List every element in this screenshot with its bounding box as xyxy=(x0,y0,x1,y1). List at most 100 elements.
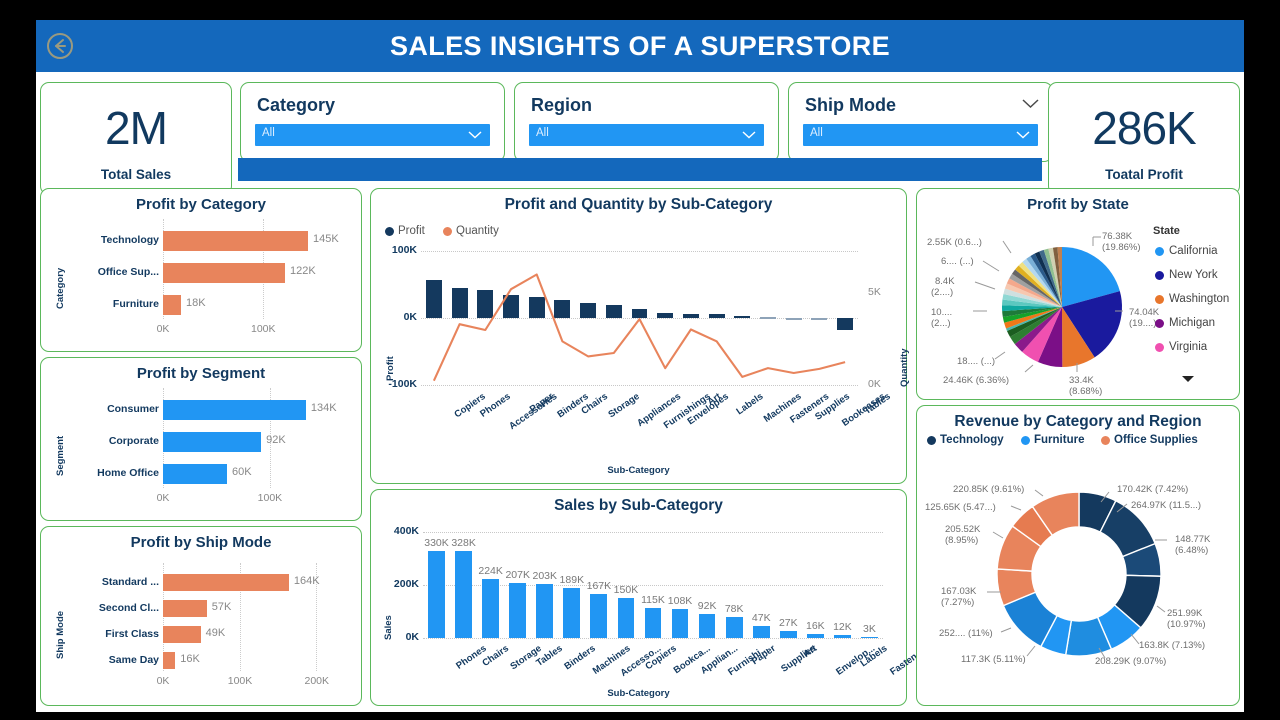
bar[interactable] xyxy=(734,315,751,318)
pie-slice[interactable] xyxy=(1026,255,1062,307)
bar[interactable] xyxy=(617,598,635,638)
bar[interactable] xyxy=(806,633,824,638)
bar[interactable] xyxy=(554,299,571,318)
pie-slice[interactable] xyxy=(1002,299,1062,307)
chart-profit-by-segment[interactable]: Profit by Segment Segment 0K 100K Consumer… xyxy=(40,357,362,521)
bar[interactable] xyxy=(163,263,285,283)
bar[interactable] xyxy=(428,550,445,638)
chevron-down-icon[interactable] xyxy=(742,131,756,139)
pie-slice[interactable] xyxy=(1002,307,1062,323)
bar[interactable] xyxy=(631,309,648,318)
legend-item-quantity[interactable]: Quantity xyxy=(443,225,499,237)
slicer-ship-mode-dropdown[interactable]: All xyxy=(803,124,1038,146)
pie-slices[interactable] xyxy=(917,189,1241,401)
pie-slice[interactable] xyxy=(1052,247,1062,307)
bar[interactable] xyxy=(163,600,207,617)
bar[interactable] xyxy=(779,630,797,638)
back-arrow-circle-icon[interactable] xyxy=(46,32,74,60)
slicer-category[interactable]: Category All xyxy=(240,82,505,162)
bar[interactable] xyxy=(671,609,689,638)
legend-item-office-supplies[interactable]: Office Supplies xyxy=(1101,434,1198,446)
pie-slice[interactable] xyxy=(1002,293,1062,307)
slicer-region[interactable]: Region All xyxy=(514,82,779,162)
pie-slice[interactable] xyxy=(1002,307,1062,317)
bar[interactable] xyxy=(451,287,468,318)
legend-item-furniture[interactable]: Furniture xyxy=(1021,434,1084,446)
bar[interactable] xyxy=(725,617,743,638)
bar[interactable] xyxy=(477,289,494,318)
pie-slice[interactable] xyxy=(1001,305,1062,312)
bar[interactable] xyxy=(503,295,519,318)
bar[interactable] xyxy=(698,613,716,638)
bar[interactable] xyxy=(536,584,554,638)
slicer-expand-chevron-down-icon[interactable] xyxy=(1022,99,1039,109)
bar[interactable] xyxy=(682,313,699,318)
pie-slice[interactable] xyxy=(1048,247,1062,307)
pie-slice[interactable] xyxy=(1012,269,1062,307)
pie-slice[interactable] xyxy=(1062,247,1120,307)
bar[interactable] xyxy=(455,551,472,638)
donut-slice[interactable] xyxy=(1031,491,1080,537)
pie-slice[interactable] xyxy=(1009,273,1062,307)
pie-slice[interactable] xyxy=(1006,278,1062,307)
chart-profit-by-category[interactable]: Profit by Category Category 0K 100K Techno… xyxy=(40,188,362,352)
legend-item-washington[interactable]: Washington xyxy=(1155,293,1229,305)
pie-slice[interactable] xyxy=(1004,307,1062,329)
pie-slice[interactable] xyxy=(1004,283,1062,307)
chart-sales-by-sub-category[interactable]: Sales by Sub-Category Sales Sub-Category… xyxy=(370,489,932,706)
legend-item-new-york[interactable]: New York xyxy=(1155,269,1218,281)
bar[interactable] xyxy=(708,313,725,318)
chart-revenue-by-category-and-region[interactable]: Revenue by Category and Region Technolog… xyxy=(916,405,1240,706)
bar[interactable] xyxy=(760,317,776,320)
bar[interactable] xyxy=(811,318,828,321)
donut-slices[interactable] xyxy=(917,406,1241,707)
pie-slice[interactable] xyxy=(1003,288,1062,307)
bar[interactable] xyxy=(163,432,262,452)
bar[interactable] xyxy=(509,583,527,638)
pie-slice[interactable] xyxy=(1030,253,1062,307)
bar[interactable] xyxy=(837,318,854,331)
bar[interactable] xyxy=(785,318,802,320)
bar[interactable] xyxy=(605,305,622,318)
bar[interactable] xyxy=(590,593,608,638)
chart-profit-by-ship-mode[interactable]: Profit by Ship Mode Ship Mode 0K 100K 200K… xyxy=(40,526,362,706)
bar[interactable] xyxy=(163,626,201,643)
bar[interactable] xyxy=(644,607,662,638)
bar[interactable] xyxy=(580,303,597,318)
bar[interactable] xyxy=(834,634,851,638)
pie-slice[interactable] xyxy=(1034,251,1062,307)
chart-profit-and-quantity-by-sub-category[interactable]: Profit and Quantity by Sub-Category Prof… xyxy=(370,188,910,484)
legend-expand-chevron-down-icon[interactable] xyxy=(1181,375,1195,383)
pie-slice[interactable] xyxy=(1043,248,1062,307)
pie-slice[interactable] xyxy=(1039,249,1062,307)
bar[interactable] xyxy=(482,578,500,638)
legend-item-virginia[interactable]: Virginia xyxy=(1155,341,1207,353)
pie-slice[interactable] xyxy=(1015,265,1062,307)
pie-slice[interactable] xyxy=(1022,307,1062,362)
bar[interactable] xyxy=(163,295,181,315)
legend-item-profit[interactable]: Profit xyxy=(385,225,425,237)
legend-item-technology[interactable]: Technology xyxy=(927,434,1004,446)
pie-slice[interactable] xyxy=(1006,307,1062,337)
chevron-down-icon[interactable] xyxy=(1016,131,1030,139)
bar[interactable] xyxy=(163,574,289,591)
legend-item-california[interactable]: California xyxy=(1155,245,1218,257)
pie-slice[interactable] xyxy=(1037,307,1063,368)
pie-slice[interactable] xyxy=(1014,307,1062,352)
pie-slice[interactable] xyxy=(1006,307,1062,331)
bar[interactable] xyxy=(861,636,878,638)
legend-item-michigan[interactable]: Michigan xyxy=(1155,317,1215,329)
bar[interactable] xyxy=(528,297,545,318)
bar[interactable] xyxy=(163,400,306,420)
bar[interactable] xyxy=(163,464,227,484)
bar[interactable] xyxy=(163,231,308,251)
slicer-category-dropdown[interactable]: All xyxy=(255,124,490,146)
pie-slice[interactable] xyxy=(1018,261,1062,307)
bar[interactable] xyxy=(425,280,442,318)
chevron-down-icon[interactable] xyxy=(468,131,482,139)
bar[interactable] xyxy=(752,625,770,638)
pie-slice[interactable] xyxy=(1057,247,1062,307)
pie-slice[interactable] xyxy=(1022,258,1062,307)
slicer-region-dropdown[interactable]: All xyxy=(529,124,764,146)
pie-slice[interactable] xyxy=(1010,307,1062,345)
